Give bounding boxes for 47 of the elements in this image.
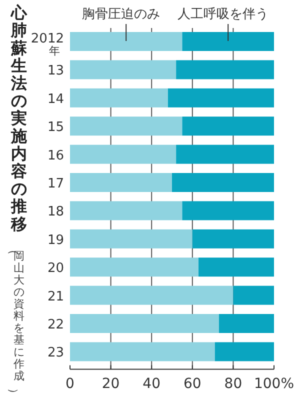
bar (70, 116, 182, 136)
x-tick-label: 20 (102, 376, 120, 392)
bar (70, 60, 176, 80)
bar (70, 173, 172, 192)
x-tick-label: 40 (142, 376, 161, 392)
bar (168, 88, 274, 108)
legend-item: 胸骨圧迫のみ (82, 7, 160, 42)
bar (70, 286, 234, 305)
bar (214, 342, 274, 362)
y-tick-label: 20 (47, 261, 64, 276)
bar (198, 258, 274, 277)
bar (70, 229, 192, 248)
bar (182, 116, 274, 136)
y-tick-label: 13 (47, 64, 64, 79)
bar (70, 342, 215, 362)
y-tick-label: 21 (47, 289, 64, 304)
y-tick-label: 22 (47, 318, 64, 332)
bar (70, 258, 199, 277)
y-tick-label: 16 (47, 148, 64, 164)
x-tick-label: 80 (224, 376, 242, 392)
y-tick-label: 15 (47, 120, 64, 136)
bar (176, 60, 274, 80)
series-label: 人工呼吸を伴う (178, 7, 269, 22)
bar (182, 201, 274, 220)
bar (70, 314, 219, 333)
bar (70, 32, 182, 51)
bar (233, 286, 274, 305)
bar (182, 32, 274, 51)
y-tick-label: 2012年 (30, 32, 64, 58)
bar (218, 314, 274, 333)
y-tick-label: 18 (47, 204, 64, 220)
series-label: 胸骨圧迫のみ (82, 7, 160, 22)
bar (176, 144, 274, 164)
bar (70, 88, 168, 108)
bar (70, 201, 182, 220)
y-tick-label: 23 (47, 346, 64, 361)
bar (70, 144, 176, 164)
bar (172, 173, 274, 192)
y-tick-label: 14 (47, 92, 64, 107)
y-tick-label: 17 (47, 176, 64, 192)
y-tick-label: 19 (47, 232, 64, 248)
bar (192, 229, 274, 248)
chart-title: 心肺蘇生法の実施内容の推移 (11, 3, 27, 234)
x-tick-label: 0 (66, 376, 74, 392)
legend-item: 人工呼吸を伴う (178, 7, 269, 42)
x-tick-label: 100% (254, 376, 294, 392)
x-tick-label: 60 (183, 376, 202, 392)
